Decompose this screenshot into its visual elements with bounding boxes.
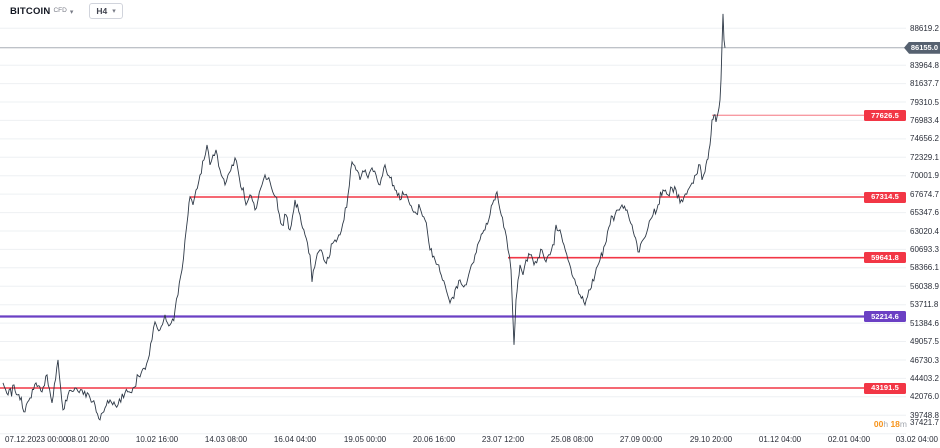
timeframe-selector[interactable]: H4 ▾ [89,3,123,19]
price-tick-label: 81637.7 [910,79,939,89]
time-tick-label: 02.01 04:00 [827,435,871,444]
level-price-tag: 52214.6 [864,311,906,322]
chart-header: BITCOIN CFD ▾ H4 ▾ [10,3,123,19]
time-tick-label: 27.09 00:00 [619,435,663,444]
price-tick-label: 83964.8 [910,60,939,70]
price-tick-label: 60693.3 [910,244,939,254]
time-tick-label: 01.12 04:00 [758,435,802,444]
price-tick-label: 42076.0 [910,392,939,402]
level-price-tag: 43191.5 [864,382,906,394]
time-tick-label: 03.02 04:00 [895,435,938,444]
timeframe-label: H4 [96,6,108,16]
price-tick-label: 37421.7 [910,418,939,427]
countdown-minutes-unit: m [899,419,907,429]
price-tick-label: 72329.1 [910,152,939,162]
price-tick-label: 70001.9 [910,171,939,181]
price-tick-label: 58366.1 [910,263,939,273]
price-tick-label: 63020.4 [910,226,939,236]
countdown-minutes: 18 [890,419,900,429]
price-tick-label: 51384.6 [910,318,939,328]
price-axis[interactable]: 88619.2 83964.8 81637.7 79310.5 76983.4 74656… [906,0,940,430]
time-tick-label: 20.06 16:00 [412,435,456,444]
price-tick-label: 74656.2 [910,134,939,144]
time-tick-label: 29.10 20:00 [689,435,733,444]
time-tick-label: 10.02 16:00 [135,435,179,444]
chevron-down-icon: ▾ [112,7,116,15]
price-tick-label: 53711.8 [910,300,939,310]
candle-close-countdown: 00h 18m [874,419,907,429]
price-tick-label: 49057.5 [910,337,939,346]
time-tick-label: 25.08 08:00 [550,435,594,444]
level-price-tag: 59641.8 [864,252,906,264]
price-tick-label: 79310.5 [910,97,939,107]
price-tick-label: 46730.3 [910,355,939,365]
countdown-hours-unit: h [883,419,889,429]
level-price-tag: 67314.5 [864,191,906,203]
price-tick-label: 56038.9 [910,281,939,291]
time-tick-label: 14.03 08:00 [204,435,248,444]
price-tick-label: 67674.7 [910,189,939,199]
countdown-hours: 00 [873,419,884,429]
price-tick-label: 76983.4 [910,115,939,125]
level-price-tag: 77626.5 [864,109,906,121]
time-tick-label: 16.04 04:00 [273,435,317,444]
price-tick-label: 44403.2 [910,373,939,383]
price-tick-label: 65347.6 [910,208,939,218]
symbol-type-label: CFD [53,6,67,14]
time-axis[interactable]: 07.12.2023 00:00 08.01 20:00 10.02 16:00 14… [0,430,940,448]
time-tick-label: 07.12.2023 00:00 [5,435,68,444]
symbol-name: BITCOIN [10,5,51,17]
time-tick-label: 23.07 12:00 [481,435,525,444]
current-price-value: 86155.0 [910,43,938,53]
time-tick-label: 08.01 20:00 [66,435,110,444]
price-series [2,13,726,421]
price-tick-label: 39748.8 [910,410,939,420]
current-price-tag: 86155.0 [904,41,940,54]
time-tick-label: 19.05 00:00 [343,435,387,444]
symbol-selector[interactable]: BITCOIN CFD ▾ [10,6,73,17]
chevron-down-icon: ▾ [69,8,74,16]
price-tick-label: 88619.2 [910,23,939,33]
